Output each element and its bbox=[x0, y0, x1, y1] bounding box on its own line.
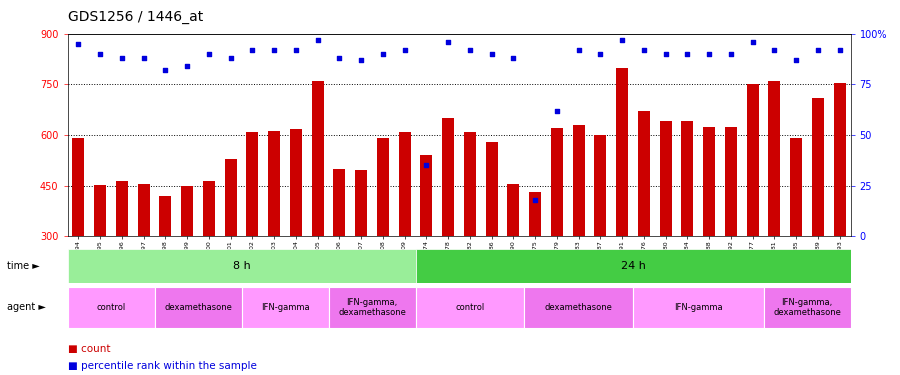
Bar bbox=[155, 287, 241, 328]
Text: control: control bbox=[455, 303, 484, 312]
Point bbox=[332, 55, 347, 61]
Bar bbox=[356, 170, 367, 236]
Text: 24 h: 24 h bbox=[621, 261, 645, 271]
Text: agent ►: agent ► bbox=[7, 303, 46, 312]
Bar bbox=[833, 83, 846, 236]
Text: ■ percentile rank within the sample: ■ percentile rank within the sample bbox=[68, 361, 256, 370]
Bar bbox=[790, 138, 802, 236]
Bar bbox=[377, 138, 389, 236]
Bar bbox=[464, 132, 476, 236]
Bar bbox=[247, 132, 258, 236]
Bar bbox=[551, 128, 562, 236]
Bar bbox=[442, 118, 454, 236]
Bar bbox=[225, 159, 237, 236]
Text: GDS1256 / 1446_at: GDS1256 / 1446_at bbox=[68, 10, 203, 24]
Point bbox=[114, 55, 129, 61]
Point bbox=[202, 51, 216, 57]
Point bbox=[180, 63, 194, 69]
Text: 8 h: 8 h bbox=[232, 261, 250, 271]
Point bbox=[463, 47, 477, 53]
Bar bbox=[94, 185, 106, 236]
Point bbox=[506, 55, 520, 61]
Bar bbox=[572, 125, 585, 236]
Bar bbox=[241, 287, 328, 328]
Point bbox=[137, 55, 151, 61]
Point bbox=[636, 47, 651, 53]
Bar bbox=[159, 196, 171, 236]
Point bbox=[745, 39, 760, 45]
Text: control: control bbox=[96, 303, 126, 312]
Point bbox=[615, 37, 629, 43]
Text: ■ count: ■ count bbox=[68, 344, 110, 354]
Bar bbox=[181, 186, 194, 236]
Bar bbox=[333, 170, 346, 236]
Point bbox=[767, 47, 781, 53]
Point bbox=[375, 51, 390, 57]
Bar bbox=[660, 122, 671, 236]
Point bbox=[245, 47, 259, 53]
Point bbox=[267, 47, 282, 53]
Text: IFN-gamma,
dexamethasone: IFN-gamma, dexamethasone bbox=[338, 298, 406, 317]
Bar bbox=[529, 192, 541, 236]
Point bbox=[93, 51, 107, 57]
Text: IFN-gamma,
dexamethasone: IFN-gamma, dexamethasone bbox=[773, 298, 841, 317]
Point bbox=[789, 57, 804, 63]
Point bbox=[593, 51, 608, 57]
Bar bbox=[769, 81, 780, 236]
Bar bbox=[116, 181, 128, 236]
Bar bbox=[290, 129, 302, 236]
Point bbox=[71, 41, 86, 47]
Text: dexamethasone: dexamethasone bbox=[544, 303, 613, 312]
Point bbox=[310, 37, 325, 43]
Bar bbox=[594, 135, 607, 236]
Point bbox=[419, 162, 434, 168]
Point bbox=[680, 51, 695, 57]
Bar bbox=[416, 287, 524, 328]
Point bbox=[289, 47, 303, 53]
Point bbox=[724, 51, 738, 57]
Text: IFN-gamma: IFN-gamma bbox=[261, 303, 310, 312]
Bar bbox=[703, 127, 716, 236]
Bar bbox=[72, 138, 85, 236]
Point bbox=[223, 55, 238, 61]
Bar bbox=[138, 184, 149, 236]
Point bbox=[441, 39, 455, 45]
Bar bbox=[812, 98, 824, 236]
Bar bbox=[68, 249, 416, 283]
Bar bbox=[681, 122, 693, 236]
Point bbox=[659, 51, 673, 57]
Text: IFN-gamma: IFN-gamma bbox=[674, 303, 723, 312]
Bar bbox=[508, 184, 519, 236]
Point bbox=[550, 108, 564, 114]
Text: time ►: time ► bbox=[7, 261, 40, 271]
Point bbox=[158, 67, 173, 73]
Point bbox=[484, 51, 499, 57]
Bar bbox=[68, 287, 155, 328]
Bar bbox=[328, 287, 416, 328]
Text: dexamethasone: dexamethasone bbox=[164, 303, 232, 312]
Bar bbox=[747, 84, 759, 236]
Bar bbox=[638, 111, 650, 236]
Point bbox=[832, 47, 847, 53]
Bar bbox=[633, 287, 763, 328]
Bar bbox=[486, 142, 498, 236]
Bar bbox=[763, 287, 850, 328]
Bar bbox=[420, 155, 432, 236]
Bar bbox=[311, 81, 324, 236]
Point bbox=[572, 47, 586, 53]
Bar bbox=[268, 130, 280, 236]
Bar bbox=[416, 249, 850, 283]
Bar bbox=[724, 127, 737, 236]
Point bbox=[702, 51, 716, 57]
Bar bbox=[616, 68, 628, 236]
Point bbox=[398, 47, 412, 53]
Point bbox=[354, 57, 368, 63]
Bar bbox=[202, 181, 215, 236]
Bar bbox=[399, 132, 410, 236]
Point bbox=[811, 47, 825, 53]
Point bbox=[528, 197, 543, 203]
Bar bbox=[524, 287, 633, 328]
